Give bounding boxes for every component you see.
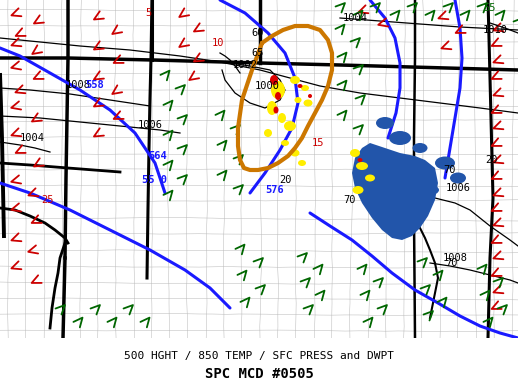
Text: 10: 10 xyxy=(212,38,224,48)
Text: 5: 5 xyxy=(145,8,151,18)
Ellipse shape xyxy=(301,85,309,91)
Ellipse shape xyxy=(278,113,286,123)
Text: 65: 65 xyxy=(252,48,264,58)
Text: 1004: 1004 xyxy=(20,133,45,143)
Ellipse shape xyxy=(290,76,300,84)
Ellipse shape xyxy=(291,149,299,156)
Ellipse shape xyxy=(387,206,402,215)
Ellipse shape xyxy=(271,81,285,99)
Ellipse shape xyxy=(353,186,364,194)
Ellipse shape xyxy=(298,160,306,166)
Ellipse shape xyxy=(270,75,278,85)
Ellipse shape xyxy=(304,99,312,106)
Ellipse shape xyxy=(376,117,394,129)
Text: 70: 70 xyxy=(344,195,356,205)
Text: 60: 60 xyxy=(252,28,264,38)
Polygon shape xyxy=(352,143,438,240)
Text: 1010: 1010 xyxy=(482,25,508,35)
Text: 1006: 1006 xyxy=(137,120,163,130)
Ellipse shape xyxy=(264,129,272,137)
Text: 20: 20 xyxy=(279,175,291,185)
Ellipse shape xyxy=(421,185,439,195)
Ellipse shape xyxy=(450,173,466,184)
Text: 55 0: 55 0 xyxy=(142,175,167,185)
Text: 500 HGHT / 850 TEMP / SFC PRESS and DWPT: 500 HGHT / 850 TEMP / SFC PRESS and DWPT xyxy=(124,351,394,361)
Text: 1008: 1008 xyxy=(442,253,468,263)
Ellipse shape xyxy=(274,106,279,114)
Ellipse shape xyxy=(267,101,277,115)
Ellipse shape xyxy=(389,131,411,145)
Text: 1006: 1006 xyxy=(445,183,470,193)
Text: 558: 558 xyxy=(85,80,104,90)
Ellipse shape xyxy=(281,140,289,146)
Text: 25: 25 xyxy=(42,195,54,205)
Ellipse shape xyxy=(308,94,312,98)
Text: 1004: 1004 xyxy=(342,13,367,23)
Text: 1000: 1000 xyxy=(254,81,280,91)
Ellipse shape xyxy=(350,149,360,157)
Ellipse shape xyxy=(297,84,303,88)
Ellipse shape xyxy=(295,97,301,103)
Ellipse shape xyxy=(372,196,384,204)
Ellipse shape xyxy=(405,197,425,209)
Text: 55: 55 xyxy=(484,3,496,13)
Ellipse shape xyxy=(284,121,296,131)
Text: 70: 70 xyxy=(446,258,458,268)
Text: 1002: 1002 xyxy=(233,60,257,70)
Ellipse shape xyxy=(412,143,427,153)
Text: 564: 564 xyxy=(149,151,167,161)
Ellipse shape xyxy=(365,175,375,182)
Ellipse shape xyxy=(435,156,455,170)
Text: 576: 576 xyxy=(266,185,284,195)
Text: 70: 70 xyxy=(444,165,456,175)
Ellipse shape xyxy=(275,92,281,100)
Text: 20: 20 xyxy=(486,155,498,165)
Ellipse shape xyxy=(356,162,368,170)
Ellipse shape xyxy=(357,158,363,162)
Text: 15: 15 xyxy=(312,138,324,148)
Text: 1008: 1008 xyxy=(65,80,91,90)
Text: SPC MCD #0505: SPC MCD #0505 xyxy=(205,367,313,381)
